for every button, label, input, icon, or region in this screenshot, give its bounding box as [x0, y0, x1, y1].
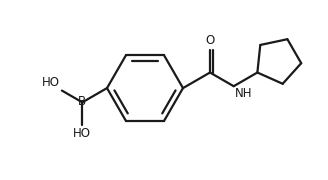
Text: HO: HO — [73, 127, 91, 140]
Text: HO: HO — [42, 76, 60, 89]
Text: B: B — [78, 95, 86, 108]
Text: O: O — [205, 34, 215, 47]
Text: NH: NH — [235, 87, 252, 100]
